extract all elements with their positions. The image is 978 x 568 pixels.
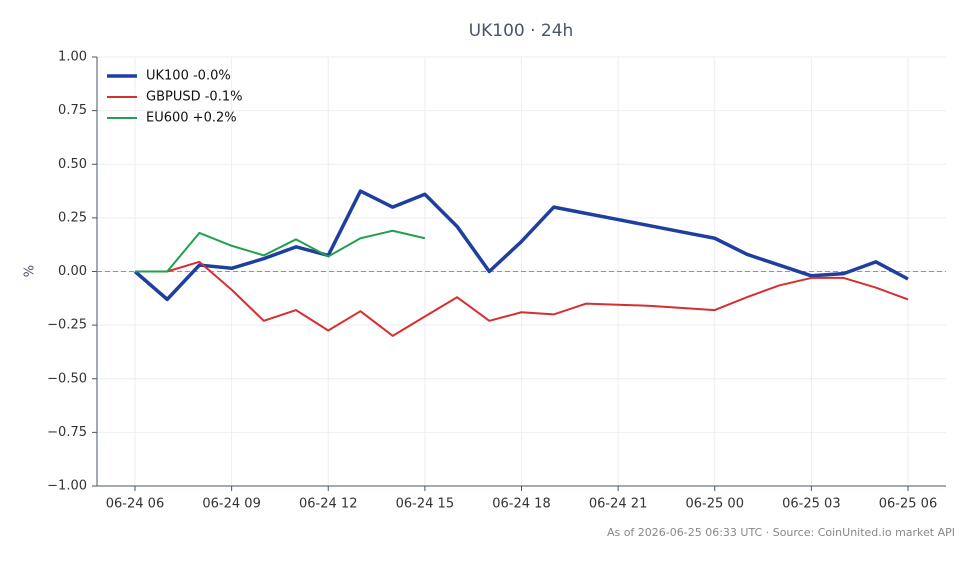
x-tick-label: 06-25 03 — [782, 497, 840, 512]
x-tick-label: 06-24 12 — [299, 497, 357, 512]
legend-label: EU600 +0.2% — [146, 111, 237, 126]
legend-label: UK100 -0.0% — [146, 69, 231, 84]
y-tick-label: 1.00 — [58, 50, 87, 65]
series-line — [135, 229, 426, 273]
y-axis-label: % — [23, 265, 38, 277]
x-tick-label: 06-24 18 — [492, 497, 550, 512]
chart-title: UK100 · 24h — [469, 21, 574, 41]
x-tick-label: 06-24 15 — [396, 497, 454, 512]
footer: As of 2026-06-25 06:33 UTC · Source: Coi… — [607, 526, 955, 539]
x-tick-label: 06-24 06 — [106, 497, 164, 512]
y-tick-label: −1.00 — [47, 479, 87, 494]
y-tick-label: 0.00 — [58, 264, 87, 279]
series-line — [133, 189, 909, 302]
x-tick-label: 06-24 09 — [202, 497, 260, 512]
x-tick-label: 06-25 00 — [686, 497, 744, 512]
y-tick-label: 0.75 — [58, 103, 87, 118]
y-tick-label: −0.50 — [47, 371, 87, 386]
y-tick-label: 0.25 — [58, 210, 87, 225]
x-tick-label: 06-24 21 — [589, 497, 647, 512]
y-tick-label: 0.50 — [58, 157, 87, 172]
y-tick-label: −0.75 — [47, 425, 87, 440]
series-line — [135, 260, 909, 337]
y-tick-label: −0.25 — [47, 318, 87, 333]
legend-label: GBPUSD -0.1% — [146, 90, 242, 105]
x-tick-label: 06-25 06 — [879, 497, 937, 512]
